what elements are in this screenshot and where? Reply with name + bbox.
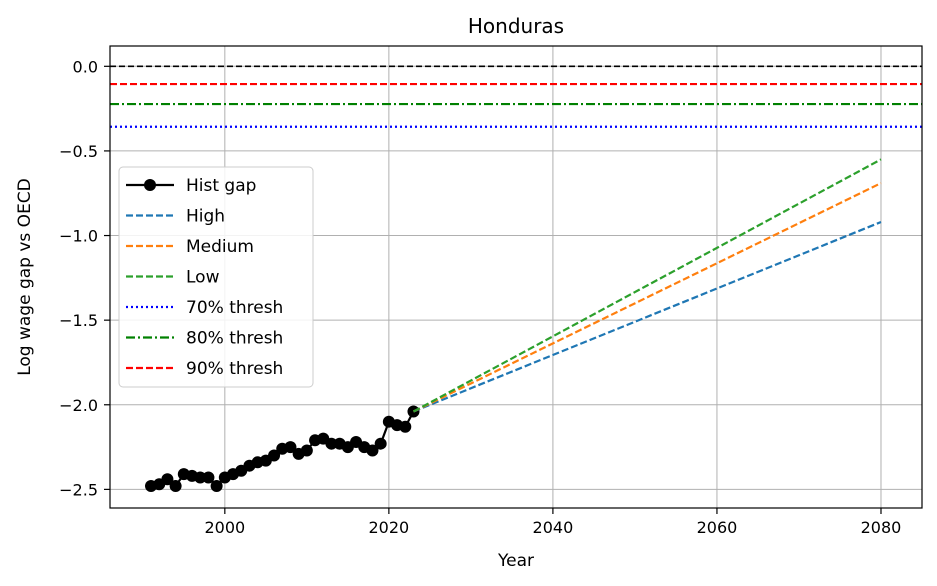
- legend-label-90-thresh: 90% thresh: [186, 359, 283, 379]
- legend-box: [118, 166, 314, 388]
- y-tick-label-2: −1.0: [59, 227, 98, 246]
- x-axis-label: Year: [497, 551, 534, 571]
- x-tick-label-1: 2020: [369, 518, 410, 537]
- y-ticks: 0.0 −0.5 −1.0 −1.5 −2.0 −2.5: [59, 57, 110, 499]
- hist-point-1993: [161, 473, 174, 486]
- y-tick-label-0: 0.0: [73, 57, 98, 76]
- plot-frame: [109, 45, 923, 509]
- y-tick-label-3: −1.5: [59, 311, 98, 330]
- series-high: [413, 220, 882, 413]
- x-tick-label-2: 2040: [533, 518, 574, 537]
- hist-point-2022: [399, 420, 412, 433]
- x-tick-label-3: 2060: [697, 518, 738, 537]
- legend-label-hist-gap: Hist gap: [186, 176, 256, 196]
- hist-point-2006: [268, 449, 281, 462]
- x-tick-label-4: 2080: [861, 518, 902, 537]
- hist-point-2013: [325, 437, 338, 450]
- series-layer: [110, 65, 922, 492]
- y-tick-label-5: −2.5: [59, 480, 98, 499]
- hist-point-2019: [374, 437, 387, 450]
- legend-label-high: High: [186, 207, 225, 227]
- hist-point-1997: [194, 471, 207, 484]
- legend-label-70-thresh: 70% thresh: [186, 298, 283, 318]
- hist-point-1999: [210, 480, 223, 492]
- legend-label-low: Low: [186, 268, 220, 288]
- series-medium: [413, 182, 882, 413]
- series-low: [412, 158, 882, 413]
- hist-point-2010: [300, 444, 313, 457]
- hist-point-2008: [284, 441, 297, 454]
- hist-point-1994: [169, 480, 182, 492]
- hist-point-2023: [407, 405, 420, 418]
- x-ticks: 2000 2020 2040 2060 2080: [204, 508, 901, 537]
- hist-point-1998: [202, 471, 215, 484]
- y-tick-label-1: −0.5: [59, 142, 98, 161]
- y-axis-label: Log wage gap vs OECD: [15, 178, 35, 376]
- legend-label-80-thresh: 80% thresh: [186, 329, 283, 349]
- legend-label-medium: Medium: [186, 237, 254, 257]
- legend: Hist gap High Medium Low 70% thresh 80% thres…: [118, 166, 314, 388]
- y-tick-label-4: −2.0: [59, 396, 98, 415]
- x-tick-label-0: 2000: [204, 518, 245, 537]
- hist-point-2018: [366, 444, 379, 457]
- legend-marker-hist-gap: [144, 179, 156, 191]
- chart-title: Honduras: [468, 14, 564, 38]
